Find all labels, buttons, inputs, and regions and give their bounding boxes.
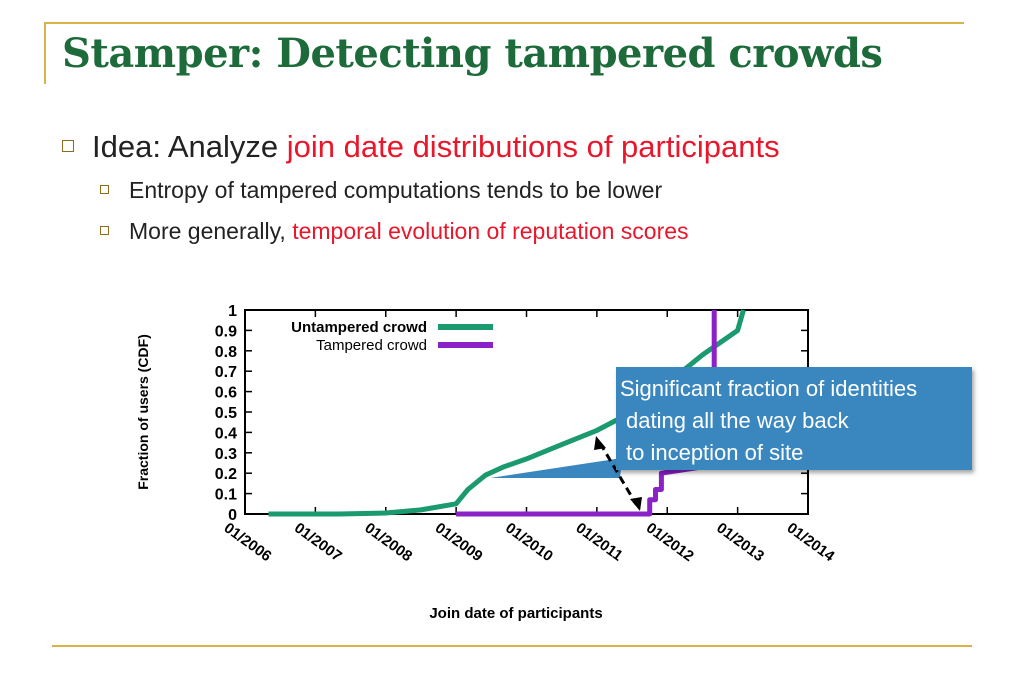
callout-pointer: [490, 458, 622, 478]
x-tick-label: 01/2009: [432, 519, 486, 565]
x-tick-label: 01/2006: [221, 519, 275, 565]
dashed-arrow: [598, 442, 638, 505]
y-tick-label: 0.6: [215, 385, 237, 402]
left-rule: [44, 22, 46, 84]
callout-line: Significant fraction of identities: [620, 376, 918, 401]
y-tick-label: 1: [228, 303, 237, 320]
y-tick-label: 0: [228, 507, 237, 524]
x-tick-label: 01/2010: [502, 519, 556, 565]
x-tick-label: 01/2014: [784, 519, 838, 565]
x-tick-label: 01/2012: [643, 519, 697, 565]
top-rule: [44, 22, 964, 24]
x-tick-label: 01/2013: [713, 519, 767, 565]
main-bullet: Idea: Analyze join date distributions of…: [62, 129, 780, 165]
x-tick-label: 01/2011: [573, 519, 626, 564]
y-tick-label: 0.3: [215, 446, 237, 463]
arrow-head-up: [594, 436, 606, 450]
y-tick-label: 0.5: [215, 405, 237, 422]
legend-label: Tampered crowd: [316, 337, 427, 354]
y-tick-label: 0.9: [215, 323, 237, 340]
y-tick-label: 0.7: [215, 364, 237, 381]
x-tick-label: 01/2007: [291, 519, 345, 565]
arrow-head-down: [630, 497, 642, 511]
y-tick-label: 0.4: [215, 425, 237, 442]
y-tick-label: 0.1: [215, 487, 237, 504]
main-bullet-highlight: join date distributions of participants: [286, 129, 780, 164]
square-bullet-icon: [62, 139, 74, 152]
legend-label: Untampered crowd: [291, 319, 427, 336]
x-tick-label: 01/2008: [361, 519, 415, 565]
sub-bullet-temporal: More generally, temporal evolution of re…: [100, 218, 689, 245]
square-bullet-icon: [100, 185, 109, 195]
y-tick-label: 0.2: [215, 466, 237, 483]
callout-line: to inception of site: [626, 440, 804, 465]
x-axis-label: Join date of participants: [429, 605, 602, 622]
sub-bullet-entropy: Entropy of tampered computations tends t…: [100, 177, 662, 204]
bottom-rule: [52, 645, 972, 647]
slide-title: Stamper: Detecting tampered crowds: [62, 30, 883, 77]
sub-bullet-highlight: temporal evolution of reputation scores: [292, 218, 689, 244]
main-bullet-lead: Idea: Analyze: [92, 129, 287, 164]
square-bullet-icon: [100, 226, 109, 236]
sub-bullet-lead: Entropy of tampered computations tends t…: [129, 177, 663, 203]
y-tick-label: 0.8: [215, 344, 237, 361]
callout-box: Significant fraction of identities datin…: [616, 367, 972, 470]
sub-bullet-lead: More generally,: [129, 218, 293, 244]
y-axis-label: Fraction of users (CDF): [135, 334, 151, 490]
callout-line: dating all the way back: [626, 408, 849, 433]
